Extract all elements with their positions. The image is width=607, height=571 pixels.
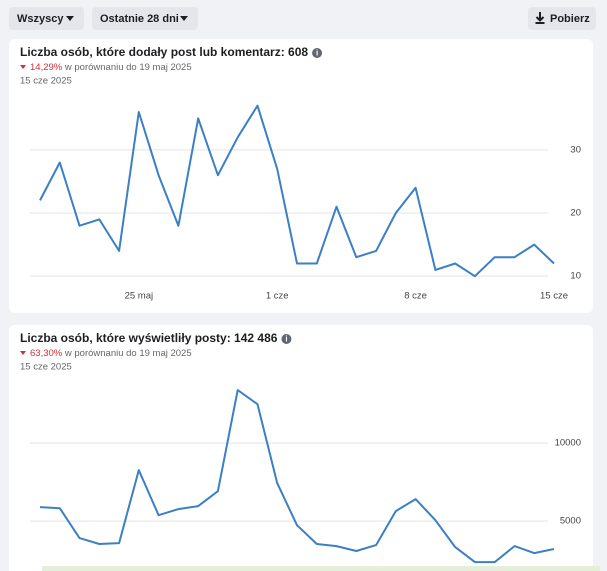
button-label: Wszyscy xyxy=(17,13,64,25)
info-i: i xyxy=(285,335,287,344)
line xyxy=(39,389,555,564)
button-bg xyxy=(9,7,84,30)
caret xyxy=(180,16,188,21)
chart-title: Liczba osób, które dodały post lub komen… xyxy=(20,45,308,59)
button-label: Pobierz xyxy=(550,13,590,25)
y-tick-label: 5000 xyxy=(560,516,581,527)
y-tick-label: 10000 xyxy=(555,438,581,449)
caret xyxy=(66,16,74,21)
date-label: 15 cze 2025 xyxy=(20,76,72,87)
x-tick-label: 1 cze xyxy=(266,291,289,302)
bottom-bar xyxy=(42,566,600,571)
x-tick-label: 25 maj xyxy=(125,291,154,302)
change: 63,30% xyxy=(30,348,63,359)
y-tick-label: 10 xyxy=(570,271,581,282)
button-bg xyxy=(528,7,596,30)
info-icon xyxy=(281,334,292,344)
info-icon xyxy=(312,48,323,58)
y-tick-label: 30 xyxy=(570,144,581,155)
range-button[interactable]: Ostatnie 28 dni xyxy=(92,7,198,30)
down-arrow xyxy=(20,65,26,69)
down-arrow xyxy=(20,351,26,355)
download-button[interactable]: Pobierz xyxy=(528,7,596,30)
button-bg xyxy=(92,7,198,30)
change: 14,29% xyxy=(30,62,63,73)
comparison-text: w porównaniu do 19 maj 2025 xyxy=(64,348,192,359)
y-tick-label: 20 xyxy=(570,208,581,219)
button-label: Ostatnie 28 dni xyxy=(100,13,179,25)
chart-title: Liczba osób, które wyświetliły posty: 14… xyxy=(20,331,278,345)
date-label: 15 cze 2025 xyxy=(20,362,72,373)
comparison: 14,29% w porównaniu do 19 maj 2025 xyxy=(30,62,192,73)
panel xyxy=(9,325,593,571)
x-tick-label: 8 cze xyxy=(404,291,427,302)
panel xyxy=(9,39,593,313)
audience-button[interactable]: Wszyscy xyxy=(9,7,84,30)
comparison: 63,30% w porównaniu do 19 maj 2025 xyxy=(30,348,192,359)
line xyxy=(39,104,555,278)
info-i: i xyxy=(316,49,318,58)
comparison-text: w porównaniu do 19 maj 2025 xyxy=(64,62,192,73)
download-icon xyxy=(535,12,545,24)
x-tick-label: 15 cze xyxy=(540,291,568,302)
